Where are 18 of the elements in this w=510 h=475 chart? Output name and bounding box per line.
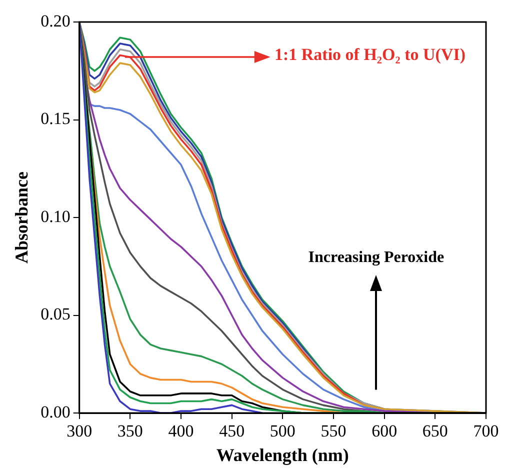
- annotation: Increasing Peroxide: [307, 248, 446, 267]
- y-axis-title: Absorbance: [11, 171, 32, 264]
- x-tick-label: 300: [66, 422, 92, 441]
- y-tick-label: 0.00: [40, 402, 70, 422]
- x-tick-label: 700: [473, 422, 499, 441]
- x-tick-label: 600: [372, 422, 398, 441]
- y-tick-label: 0.05: [40, 304, 70, 324]
- x-tick-label: 350: [117, 422, 143, 441]
- annotation: 1:1 Ratio of H₂O₂ to U(VI): [274, 45, 466, 66]
- x-tick-label: 550: [320, 422, 346, 441]
- x-tick-label: 500: [270, 422, 296, 441]
- x-tick-label: 650: [422, 422, 448, 441]
- y-tick-label: 0.10: [40, 206, 70, 226]
- x-tick-label: 450: [219, 422, 245, 441]
- x-tick-label: 400: [168, 422, 194, 441]
- y-tick-label: 0.15: [40, 109, 70, 128]
- x-axis-title: Wavelength (nm): [216, 444, 349, 465]
- y-tick-label: 0.20: [40, 11, 70, 30]
